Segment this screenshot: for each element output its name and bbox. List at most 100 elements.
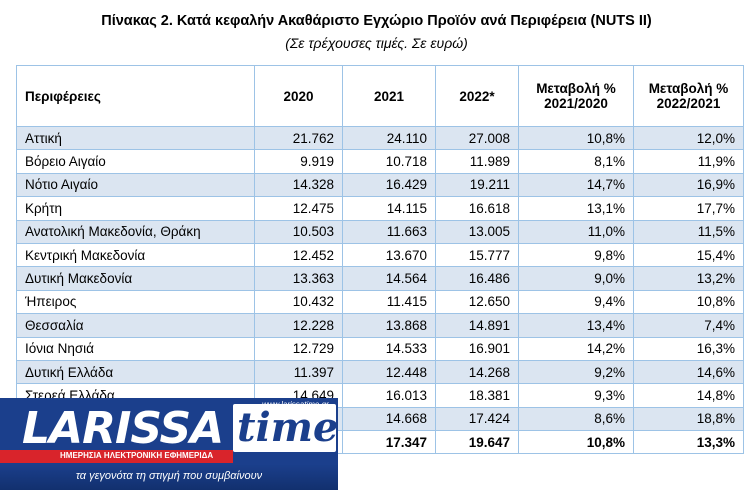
table-row: Ήπειρος 10.432 11.415 12.650 9,4% 10,8% — [16, 289, 744, 315]
value-cell: 16.901 — [435, 336, 519, 361]
value-cell: 17,7% — [633, 196, 744, 221]
region-cell: Ήπειρος — [16, 289, 255, 315]
value-cell: 13.670 — [342, 242, 436, 268]
value-cell: 15,4% — [633, 242, 744, 268]
header-row: Περιφέρειες 2020 2021 2022* Μεταβολή % 2… — [16, 65, 744, 127]
header-region: Περιφέρειες — [16, 65, 255, 127]
value-cell: 27.008 — [435, 125, 519, 151]
value-cell: 14,8% — [633, 383, 744, 408]
value-cell: 14.115 — [342, 196, 436, 221]
value-cell: 10,8% — [633, 289, 744, 315]
region-cell: Θεσσαλία — [16, 313, 255, 338]
value-cell: 8,1% — [518, 149, 634, 174]
header-2022: 2022* — [435, 65, 519, 127]
value-cell: 13.363 — [254, 266, 343, 291]
gdp-table: Περιφέρειες 2020 2021 2022* Μεταβολή % 2… — [16, 65, 744, 455]
value-cell: 16.013 — [342, 383, 436, 408]
header-2020: 2020 — [254, 65, 343, 127]
region-cell: Δυτική Μακεδονία — [16, 266, 255, 291]
value-cell: 15.777 — [435, 242, 519, 268]
value-cell: 16.486 — [435, 266, 519, 291]
value-cell: 11,0% — [518, 219, 634, 244]
value-cell: 18.381 — [435, 383, 519, 408]
region-cell: Δυτική Ελλάδα — [16, 359, 255, 385]
value-cell: 12.650 — [435, 289, 519, 315]
logo-strip: ΗΜΕΡΗΣΙΑ ΗΛΕΚΤΡΟΝΙΚΗ ΕΦΗΜΕΡΙΔΑ — [0, 450, 233, 463]
value-cell: 9,3% — [518, 383, 634, 408]
region-cell: Κεντρική Μακεδονία — [16, 242, 255, 268]
table-row: Κρήτη 12.475 14.115 16.618 13,1% 17,7% — [16, 196, 744, 221]
table-title: Πίνακας 2. Κατά κεφαλήν Ακαθάριστο Εγχώρ… — [101, 13, 652, 29]
value-cell: 10.718 — [342, 149, 436, 174]
value-cell: 10,8% — [518, 125, 634, 151]
value-cell: 14.268 — [435, 359, 519, 385]
value-cell: 8,6% — [518, 406, 634, 432]
region-cell: Νότιο Αιγαίο — [16, 172, 255, 198]
value-cell: 14.891 — [435, 313, 519, 338]
value-cell: 12.228 — [254, 313, 343, 338]
value-cell: 9.919 — [254, 149, 343, 174]
header-change-2021-2020: Μεταβολή % 2021/2020 — [518, 65, 634, 127]
value-cell: 13.868 — [342, 313, 436, 338]
value-cell: 13.005 — [435, 219, 519, 244]
value-cell: 9,2% — [518, 359, 634, 385]
value-cell: 13,1% — [518, 196, 634, 221]
table-row: Νότιο Αιγαίο 14.328 16.429 19.211 14,7% 16,9% — [16, 172, 744, 198]
logo-time-box: time — [233, 404, 338, 452]
header-change-2022-2021: Μεταβολή % 2022/2021 — [633, 65, 744, 127]
value-cell: 10,8% — [518, 430, 634, 455]
value-cell: 14,2% — [518, 336, 634, 361]
value-cell: 12,0% — [633, 125, 744, 151]
table-subtitle: (Σε τρέχουσες τιμές. Σε ευρώ) — [285, 35, 468, 51]
value-cell: 17.424 — [435, 406, 519, 432]
value-cell: 9,4% — [518, 289, 634, 315]
logo-slogan: τα γεγονότα τη στιγμή που συμβαίνουν — [75, 470, 263, 482]
logo-strip-text: ΗΜΕΡΗΣΙΑ ΗΛΕΚΤΡΟΝΙΚΗ ΕΦΗΜΕΡΙΔΑ — [60, 451, 214, 460]
value-cell: 12.475 — [254, 196, 343, 221]
logo-name-part2: time — [237, 404, 338, 451]
header-2021: 2021 — [342, 65, 436, 127]
region-cell: Ιόνια Νησιά — [16, 336, 255, 361]
value-cell: 24.110 — [342, 125, 436, 151]
table-row: Ιόνια Νησιά 12.729 14.533 16.901 14,2% 16,3% — [16, 336, 744, 361]
value-cell: 16.429 — [342, 172, 436, 198]
value-cell: 13,4% — [518, 313, 634, 338]
value-cell: 11.415 — [342, 289, 436, 315]
table-row: Θεσσαλία 12.228 13.868 14.891 13,4% 7,4% — [16, 313, 744, 338]
table-row: Αττική 21.762 24.110 27.008 10,8% 12,0% — [16, 125, 744, 151]
value-cell: 12.448 — [342, 359, 436, 385]
table-row: Ανατολική Μακεδονία, Θράκη 10.503 11.663 13… — [16, 219, 744, 244]
region-cell: Κρήτη — [16, 196, 255, 221]
logo-name-part1: LARISSA — [22, 403, 224, 454]
value-cell: 14.328 — [254, 172, 343, 198]
value-cell: 13,2% — [633, 266, 744, 291]
value-cell: 11.663 — [342, 219, 436, 244]
value-cell: 10.432 — [254, 289, 343, 315]
region-cell: Βόρειο Αιγαίο — [16, 149, 255, 174]
value-cell: 19.647 — [435, 430, 519, 455]
value-cell: 16.618 — [435, 196, 519, 221]
value-cell: 16,9% — [633, 172, 744, 198]
value-cell: 7,4% — [633, 313, 744, 338]
value-cell: 9,8% — [518, 242, 634, 268]
value-cell: 13,3% — [633, 430, 744, 455]
region-cell: Ανατολική Μακεδονία, Θράκη — [16, 219, 255, 244]
value-cell: 16,3% — [633, 336, 744, 361]
value-cell: 21.762 — [254, 125, 343, 151]
larissatime-logo: LARISSA time www.larissatime.gr ΗΜΕΡΗΣΙΑ… — [0, 398, 338, 490]
region-cell: Αττική — [16, 125, 255, 151]
value-cell: 9,0% — [518, 266, 634, 291]
value-cell: 19.211 — [435, 172, 519, 198]
value-cell: 14,7% — [518, 172, 634, 198]
table-row: Δυτική Ελλάδα 11.397 12.448 14.268 9,2% 14,6% — [16, 359, 744, 385]
value-cell: 12.729 — [254, 336, 343, 361]
value-cell: 10.503 — [254, 219, 343, 244]
value-cell: 14.564 — [342, 266, 436, 291]
value-cell: 18,8% — [633, 406, 744, 432]
table-row: Δυτική Μακεδονία 13.363 14.564 16.486 9,0% 13… — [16, 266, 744, 291]
value-cell: 14,6% — [633, 359, 744, 385]
logo-website: www.larissatime.gr — [262, 400, 329, 409]
table-row: Κεντρική Μακεδονία 12.452 13.670 15.777 9,8%… — [16, 242, 744, 268]
value-cell: 11.397 — [254, 359, 343, 385]
value-cell: 14.533 — [342, 336, 436, 361]
